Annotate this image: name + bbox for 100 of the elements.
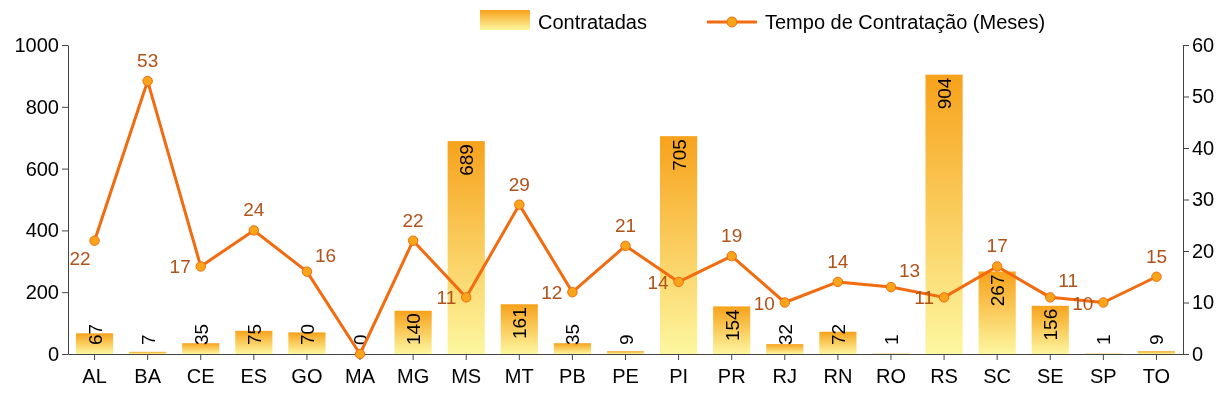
x-tick-label: SE: [1036, 365, 1064, 387]
data-label: 22: [402, 209, 424, 231]
x-tick-label: RO: [875, 365, 906, 387]
x-tick-label: MS: [451, 365, 482, 387]
point: [779, 297, 791, 308]
y2-tick-label: 30: [1192, 188, 1215, 211]
point: [1045, 292, 1056, 303]
point: [832, 276, 844, 288]
x-tick-label: TO: [1142, 365, 1171, 387]
data-label: 13: [898, 260, 921, 282]
point: [195, 261, 206, 272]
data-label: 19: [721, 225, 743, 247]
point: [301, 266, 313, 277]
y2-tick-label: 0: [1192, 342, 1204, 365]
data-label: 7: [137, 334, 159, 345]
x-tick-label: BA: [134, 365, 162, 387]
x-tick-label: ES: [240, 365, 268, 387]
data-label: 11: [1058, 270, 1078, 292]
data-label: 154: [721, 308, 743, 342]
point: [726, 250, 737, 262]
point: [407, 235, 419, 246]
data-label: 32: [774, 323, 796, 345]
x-tick-label: RS: [930, 365, 958, 387]
x-tick-label: GO: [291, 365, 323, 387]
point: [1098, 297, 1109, 308]
data-label: 12: [541, 282, 563, 304]
data-label: 156: [1040, 308, 1062, 341]
bar: [553, 343, 591, 354]
y2-tick-label: 60: [1192, 33, 1215, 56]
x-tick-label: AL: [82, 365, 107, 387]
data-label: 21: [614, 214, 637, 236]
y-tick-label: 0: [47, 342, 59, 365]
point: [673, 276, 684, 288]
data-label: 67: [84, 323, 106, 345]
data-label: 267: [987, 274, 1009, 307]
bar: [1137, 351, 1176, 354]
data-label: 75: [243, 323, 265, 345]
data-label: 1: [880, 334, 902, 345]
y-tick-label: 200: [25, 281, 59, 304]
x-tick-label: SP: [1090, 365, 1117, 387]
point: [620, 240, 631, 252]
point: [938, 292, 950, 303]
y2-tick-label: 50: [1192, 85, 1215, 108]
data-label: 9: [1146, 334, 1168, 345]
point: [89, 235, 100, 246]
point: [885, 281, 897, 293]
data-label: 72: [827, 323, 849, 345]
y-tick-label: 1000: [14, 33, 59, 56]
point: [567, 286, 578, 298]
point: [354, 348, 366, 360]
x-tick-label: PI: [669, 365, 689, 387]
legend-label: Tempo de Contratação (Meses): [764, 11, 1046, 33]
data-label: 22: [69, 247, 91, 269]
bar: [766, 344, 804, 354]
x-tick-label: SC: [983, 365, 1012, 387]
data-label: 53: [137, 50, 159, 72]
data-label: 11: [436, 287, 457, 309]
x-tick-label: MT: [504, 365, 534, 387]
y2-tick-label: 10: [1192, 291, 1215, 314]
x-tick-label: MA: [345, 365, 376, 387]
data-label: 1: [1093, 334, 1115, 345]
data-label: 10: [753, 292, 775, 314]
x-tick-label: MG: [397, 365, 430, 387]
y-tick-label: 800: [25, 95, 59, 118]
data-label: 689: [456, 144, 478, 176]
data-label: 35: [562, 323, 584, 345]
x-tick-label: PB: [559, 365, 586, 387]
y2-tick-label: 20: [1192, 239, 1215, 262]
bar: [129, 351, 167, 354]
legend-label: Contratadas: [538, 11, 647, 33]
x-tick-label: CE: [186, 365, 215, 387]
bar: [606, 351, 645, 354]
x-tick-label: PE: [612, 365, 639, 387]
data-label: 17: [169, 256, 191, 278]
point: [991, 261, 1003, 272]
data-label: 70: [296, 323, 318, 345]
data-label: 29: [508, 173, 530, 195]
data-label: 705: [668, 139, 690, 171]
data-label: 16: [314, 244, 337, 266]
x-tick-label: PR: [717, 365, 746, 387]
data-label: 15: [1145, 245, 1168, 267]
data-label: 17: [986, 235, 1008, 257]
x-tick-label: RJ: [772, 365, 798, 387]
point: [142, 75, 153, 87]
data-label: 904: [934, 77, 956, 110]
data-label: 140: [403, 313, 425, 345]
point: [460, 292, 472, 303]
data-label: 35: [190, 323, 212, 345]
data-label: 14: [827, 250, 849, 272]
y-tick-label: 600: [25, 157, 59, 180]
y-tick-label: 400: [25, 219, 59, 242]
data-label: 9: [615, 334, 637, 345]
bar: [182, 343, 220, 354]
bar: [978, 271, 1016, 354]
y2-tick-label: 40: [1192, 136, 1215, 159]
data-label: 161: [509, 307, 531, 339]
x-tick-label: RN: [823, 365, 853, 387]
bar: [500, 304, 538, 354]
point: [248, 225, 260, 236]
data-label: 24: [243, 199, 265, 221]
